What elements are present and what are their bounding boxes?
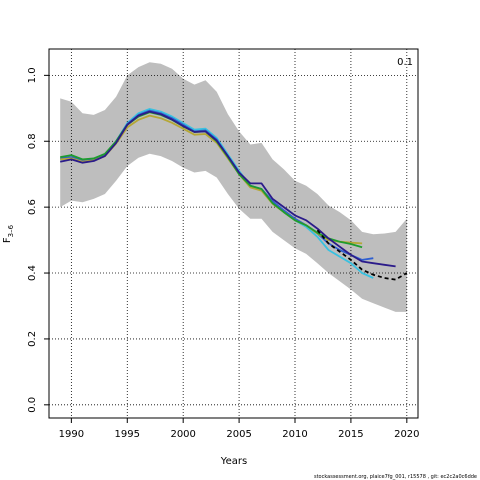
y-tick-label: 0.8 xyxy=(27,133,38,149)
x-tick-label: 1990 xyxy=(59,429,84,440)
y-axis-title: F3–6 xyxy=(2,224,15,243)
y-tick-label: 0.4 xyxy=(27,265,38,281)
footer-source: stockassessment.org, plaice7fg_001, r155… xyxy=(314,474,477,480)
x-axis-title: Years xyxy=(220,456,247,467)
x-tick-label: 2020 xyxy=(394,429,419,440)
y-axis: 0.0 0.2 0.4 0.6 0.8 1.0 xyxy=(27,67,49,413)
corner-annotation: 0.1 xyxy=(397,57,413,68)
confidence-band xyxy=(60,62,407,312)
series-line-final xyxy=(316,229,408,281)
confidence-band-layer xyxy=(60,62,407,312)
y-tick-label: 0.6 xyxy=(27,199,38,215)
x-axis: 1990 1995 2000 2005 2010 2015 2020 xyxy=(59,418,420,440)
plot-frame xyxy=(48,48,419,419)
y-axis-title-subscript: 3–6 xyxy=(7,224,15,237)
x-tick-label: 1995 xyxy=(115,429,140,440)
y-tick-label: 0.0 xyxy=(27,397,38,413)
series-layer xyxy=(60,108,408,281)
y-tick-label: 1.0 xyxy=(27,67,38,83)
x-tick-label: 2015 xyxy=(338,429,363,440)
x-tick-label: 2005 xyxy=(226,429,251,440)
y-tick-label: 0.2 xyxy=(27,331,38,347)
x-tick-label: 2010 xyxy=(282,429,307,440)
series-line-retro5 xyxy=(60,110,396,268)
y-axis-title-main: F xyxy=(2,237,13,243)
x-tick-label: 2000 xyxy=(170,429,195,440)
